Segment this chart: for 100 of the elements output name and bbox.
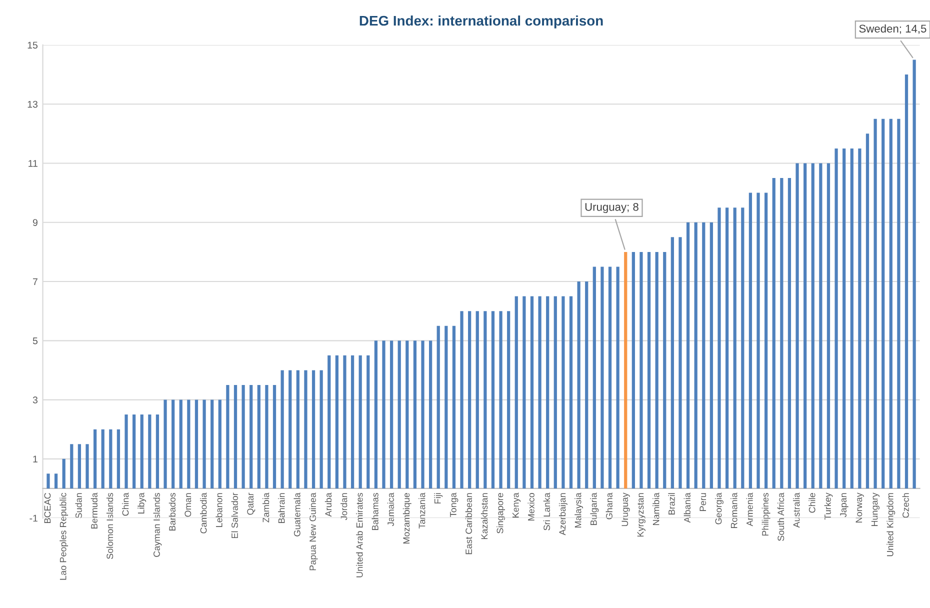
x-tick-label: East Caribbean [465, 493, 472, 554]
bar [328, 355, 331, 488]
y-tick-label: 1 [33, 456, 38, 462]
bar [124, 414, 128, 488]
bar [592, 266, 596, 488]
y-tick-label: 13 [28, 100, 38, 108]
bar [101, 429, 104, 488]
bar [140, 414, 144, 488]
bar [86, 444, 89, 488]
x-tick-label: Jamaica [387, 492, 394, 526]
x-tick-label: Kyrgyzstan [637, 493, 646, 537]
x-tick-label: Georgia [715, 492, 724, 524]
bar [452, 326, 456, 488]
bar [187, 400, 190, 488]
y-tick-label: 11 [28, 160, 38, 167]
bar [78, 444, 82, 488]
bar [265, 384, 268, 488]
bar [280, 370, 284, 488]
bar [70, 444, 74, 488]
y-tick-label: 3 [32, 396, 38, 404]
bar [250, 384, 253, 488]
bar [148, 414, 152, 488]
bar [234, 384, 238, 488]
bar [358, 355, 362, 488]
x-tick-label: Bulgaria [590, 492, 599, 525]
x-tick-label: Australia [793, 492, 800, 528]
bar [569, 296, 573, 488]
x-tick-label: Lao Peoples Republic [60, 492, 68, 580]
bar [210, 400, 214, 488]
bar [874, 118, 877, 488]
bar [663, 252, 666, 488]
bar [616, 266, 620, 488]
bar [725, 208, 729, 488]
x-tick-label: Philippines [762, 492, 770, 536]
bar [811, 163, 814, 488]
x-tick-label: Ghana [606, 492, 612, 520]
bar [655, 252, 658, 488]
x-tick-label: Romania [730, 492, 738, 528]
bar [460, 311, 464, 488]
bar [554, 296, 557, 488]
x-tick-label: Kazakhstan [480, 493, 488, 540]
bar [366, 355, 370, 488]
bar [702, 222, 706, 488]
y-tick-label: 7 [33, 278, 38, 286]
bar [156, 414, 160, 488]
bar [93, 429, 97, 488]
x-tick-label: Zambia [262, 492, 270, 522]
x-tick-label: Oman [184, 493, 192, 517]
x-tick-label: Bermuda [90, 492, 98, 529]
bar [312, 370, 316, 488]
bar [632, 252, 635, 488]
bar [858, 148, 862, 488]
bar [46, 474, 50, 488]
x-tick-label: Cambodia [200, 492, 207, 534]
bar [398, 340, 401, 488]
bar [429, 340, 432, 488]
bar [718, 208, 721, 488]
x-tick-label: Libya [138, 492, 146, 514]
bar [819, 163, 822, 488]
y-tick-label: 5 [32, 337, 38, 344]
bar [514, 296, 518, 488]
bar [772, 178, 776, 488]
bar [116, 429, 120, 488]
x-tick-label: Bahrain [278, 493, 285, 523]
bar [733, 208, 736, 488]
chart-title: DEG Index: international comparison [360, 15, 603, 28]
bar [904, 74, 908, 488]
bar [804, 163, 807, 488]
y-tick-label: 9 [32, 219, 38, 226]
bar [296, 370, 300, 488]
x-tick-label: Papua New Guinea [309, 492, 318, 570]
bar [912, 60, 916, 488]
bar [132, 414, 136, 488]
bar [647, 252, 651, 488]
bar [288, 370, 292, 488]
x-tick-label: Sudan [75, 493, 82, 518]
bar [421, 340, 424, 488]
bar [866, 134, 870, 488]
x-tick-label: Brazil [668, 493, 675, 514]
x-tick-label: United Kingdom [886, 493, 896, 556]
bar [600, 266, 604, 488]
x-tick-label: Mozambique [402, 493, 412, 544]
bar [343, 355, 346, 488]
bar [694, 222, 698, 488]
x-tick-label: Albania [684, 492, 690, 523]
bar [562, 296, 565, 488]
x-tick-label: Qatar [247, 492, 256, 515]
x-tick-label: Cayman Islands [153, 492, 162, 557]
x-tick-label: Solomon Islands [106, 492, 114, 559]
bar [678, 237, 682, 488]
x-tick-label: Singapore [496, 493, 505, 534]
x-tick-label: Aruba [324, 492, 332, 517]
bar [272, 384, 276, 488]
text: Sweden; 14,5 [859, 24, 926, 34]
bar [686, 222, 690, 488]
bar [741, 208, 744, 488]
bar [507, 311, 510, 488]
x-tick-label: Namibia [652, 492, 660, 525]
bar [382, 340, 386, 488]
bar [226, 384, 230, 488]
